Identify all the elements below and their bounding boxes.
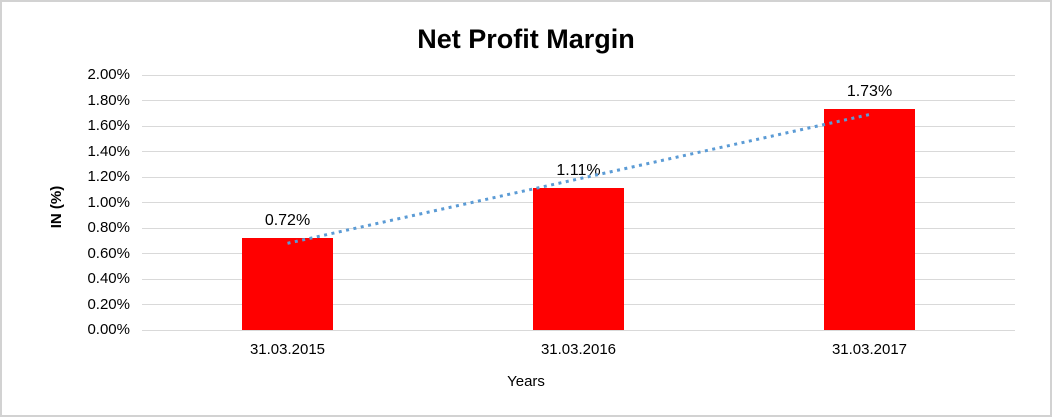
y-tick-label: 1.00% [87, 193, 130, 211]
bar-31.03.2015 [242, 238, 333, 330]
y-tick-label: 0.80% [87, 219, 130, 236]
bar-31.03.2016 [533, 188, 624, 330]
x-tick-label: 31.03.2017 [831, 341, 908, 358]
bar-31.03.2017 [824, 109, 915, 330]
x-tick-label: 31.03.2015 [249, 341, 326, 358]
y-tick-label: 0.20% [87, 295, 130, 313]
y-tick-label: 1.40% [87, 142, 130, 160]
bar-data-label: 0.72% [264, 212, 311, 230]
bar-data-label: 1.73% [846, 83, 893, 101]
x-tick-label: 31.03.2016 [540, 341, 617, 358]
gridline [142, 100, 1015, 101]
gridline [142, 329, 1015, 331]
y-tick-label: 0.60% [87, 244, 130, 262]
y-tick-label: 1.60% [87, 117, 130, 134]
x-axis-title: Years [507, 373, 545, 390]
chart-title: Net Profit Margin [417, 24, 635, 54]
y-tick-label: 1.20% [87, 168, 130, 185]
y-tick-label: 2.00% [87, 66, 130, 83]
y-tick-label: 0.40% [87, 270, 130, 287]
y-tick-label: 0.00% [87, 321, 130, 338]
bar-data-label: 1.11% [556, 162, 601, 180]
gridline [142, 74, 1015, 76]
y-tick-label: 1.80% [87, 91, 130, 109]
